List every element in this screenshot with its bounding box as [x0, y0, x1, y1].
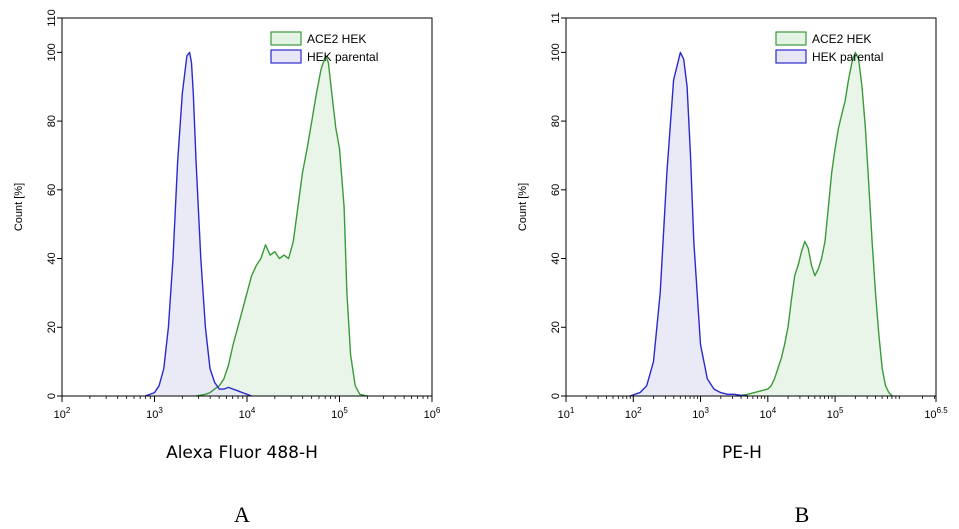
x-tick-label: 103 [692, 406, 709, 421]
y-tick-label: 0 [550, 393, 562, 399]
y-tick-label: 100 [46, 43, 58, 61]
x-axis-label: PE-H [722, 443, 762, 463]
x-tick-label: 104 [239, 406, 256, 421]
x-tick-label: 103 [146, 406, 163, 421]
legend: ACE2 HEK HEK parental [270, 31, 378, 64]
x-tick-label: 105 [827, 406, 844, 421]
x-tick-label: 106 [424, 406, 441, 421]
legend-swatch [775, 49, 807, 64]
y-tick-label: 40 [46, 252, 58, 264]
series-area-hek-parental [629, 52, 748, 397]
legend: ACE2 HEK HEK parental [775, 31, 883, 64]
x-tick-label: 102 [625, 406, 642, 421]
x-tick-label: 104 [759, 406, 776, 421]
x-tick-label: 106.5 [924, 406, 948, 421]
y-tick-label: 80 [550, 115, 562, 127]
y-axis-label: Count [%] [517, 183, 529, 231]
plot-frame [565, 17, 937, 397]
legend-swatch [270, 31, 302, 46]
y-tick-label: 0 [46, 393, 58, 399]
legend-entry: ACE2 HEK [307, 32, 366, 46]
x-tick-label: 101 [558, 406, 575, 421]
y-tick-label: 20 [46, 321, 58, 333]
legend-entry: HEK parental [812, 50, 883, 64]
legend-entry: ACE2 HEK [812, 32, 871, 46]
series-line-ace2-hek [195, 55, 368, 397]
chart-panel-a: 0 20 40 60 80 100 110 102 103 104 105 106 Count [%] A… [13, 9, 441, 527]
y-tick-label: 11 [550, 12, 562, 23]
x-tick-label: 105 [331, 406, 348, 421]
series-area-ace2-hek [196, 55, 368, 397]
y-tick-label: 80 [46, 115, 58, 127]
legend-entry: HEK parental [307, 50, 378, 64]
series-line-hek-parental [629, 51, 748, 397]
y-tick-label: 20 [550, 321, 562, 333]
panel-label: B [795, 502, 810, 527]
chart-panel-b: 0 20 40 60 80 100 11 101 102 103 104 105 106.5 Count … [517, 12, 948, 527]
series-line-hek-parental [145, 51, 252, 397]
y-axis-label: Count [%] [13, 183, 25, 231]
y-tick-label: 40 [550, 252, 562, 264]
legend-swatch [775, 31, 807, 46]
y-tick-label: 60 [46, 184, 58, 196]
series-area-ace2-hek [737, 52, 893, 397]
y-tick-label: 60 [550, 184, 562, 196]
legend-swatch [270, 49, 302, 64]
y-tick-label: 100 [550, 43, 562, 61]
x-tick-label: 102 [54, 406, 71, 421]
series-line-ace2-hek [737, 51, 893, 397]
panel-label: A [234, 502, 250, 527]
y-tick-label: 110 [46, 9, 58, 27]
x-axis-label: Alexa Fluor 488-H [166, 443, 318, 463]
